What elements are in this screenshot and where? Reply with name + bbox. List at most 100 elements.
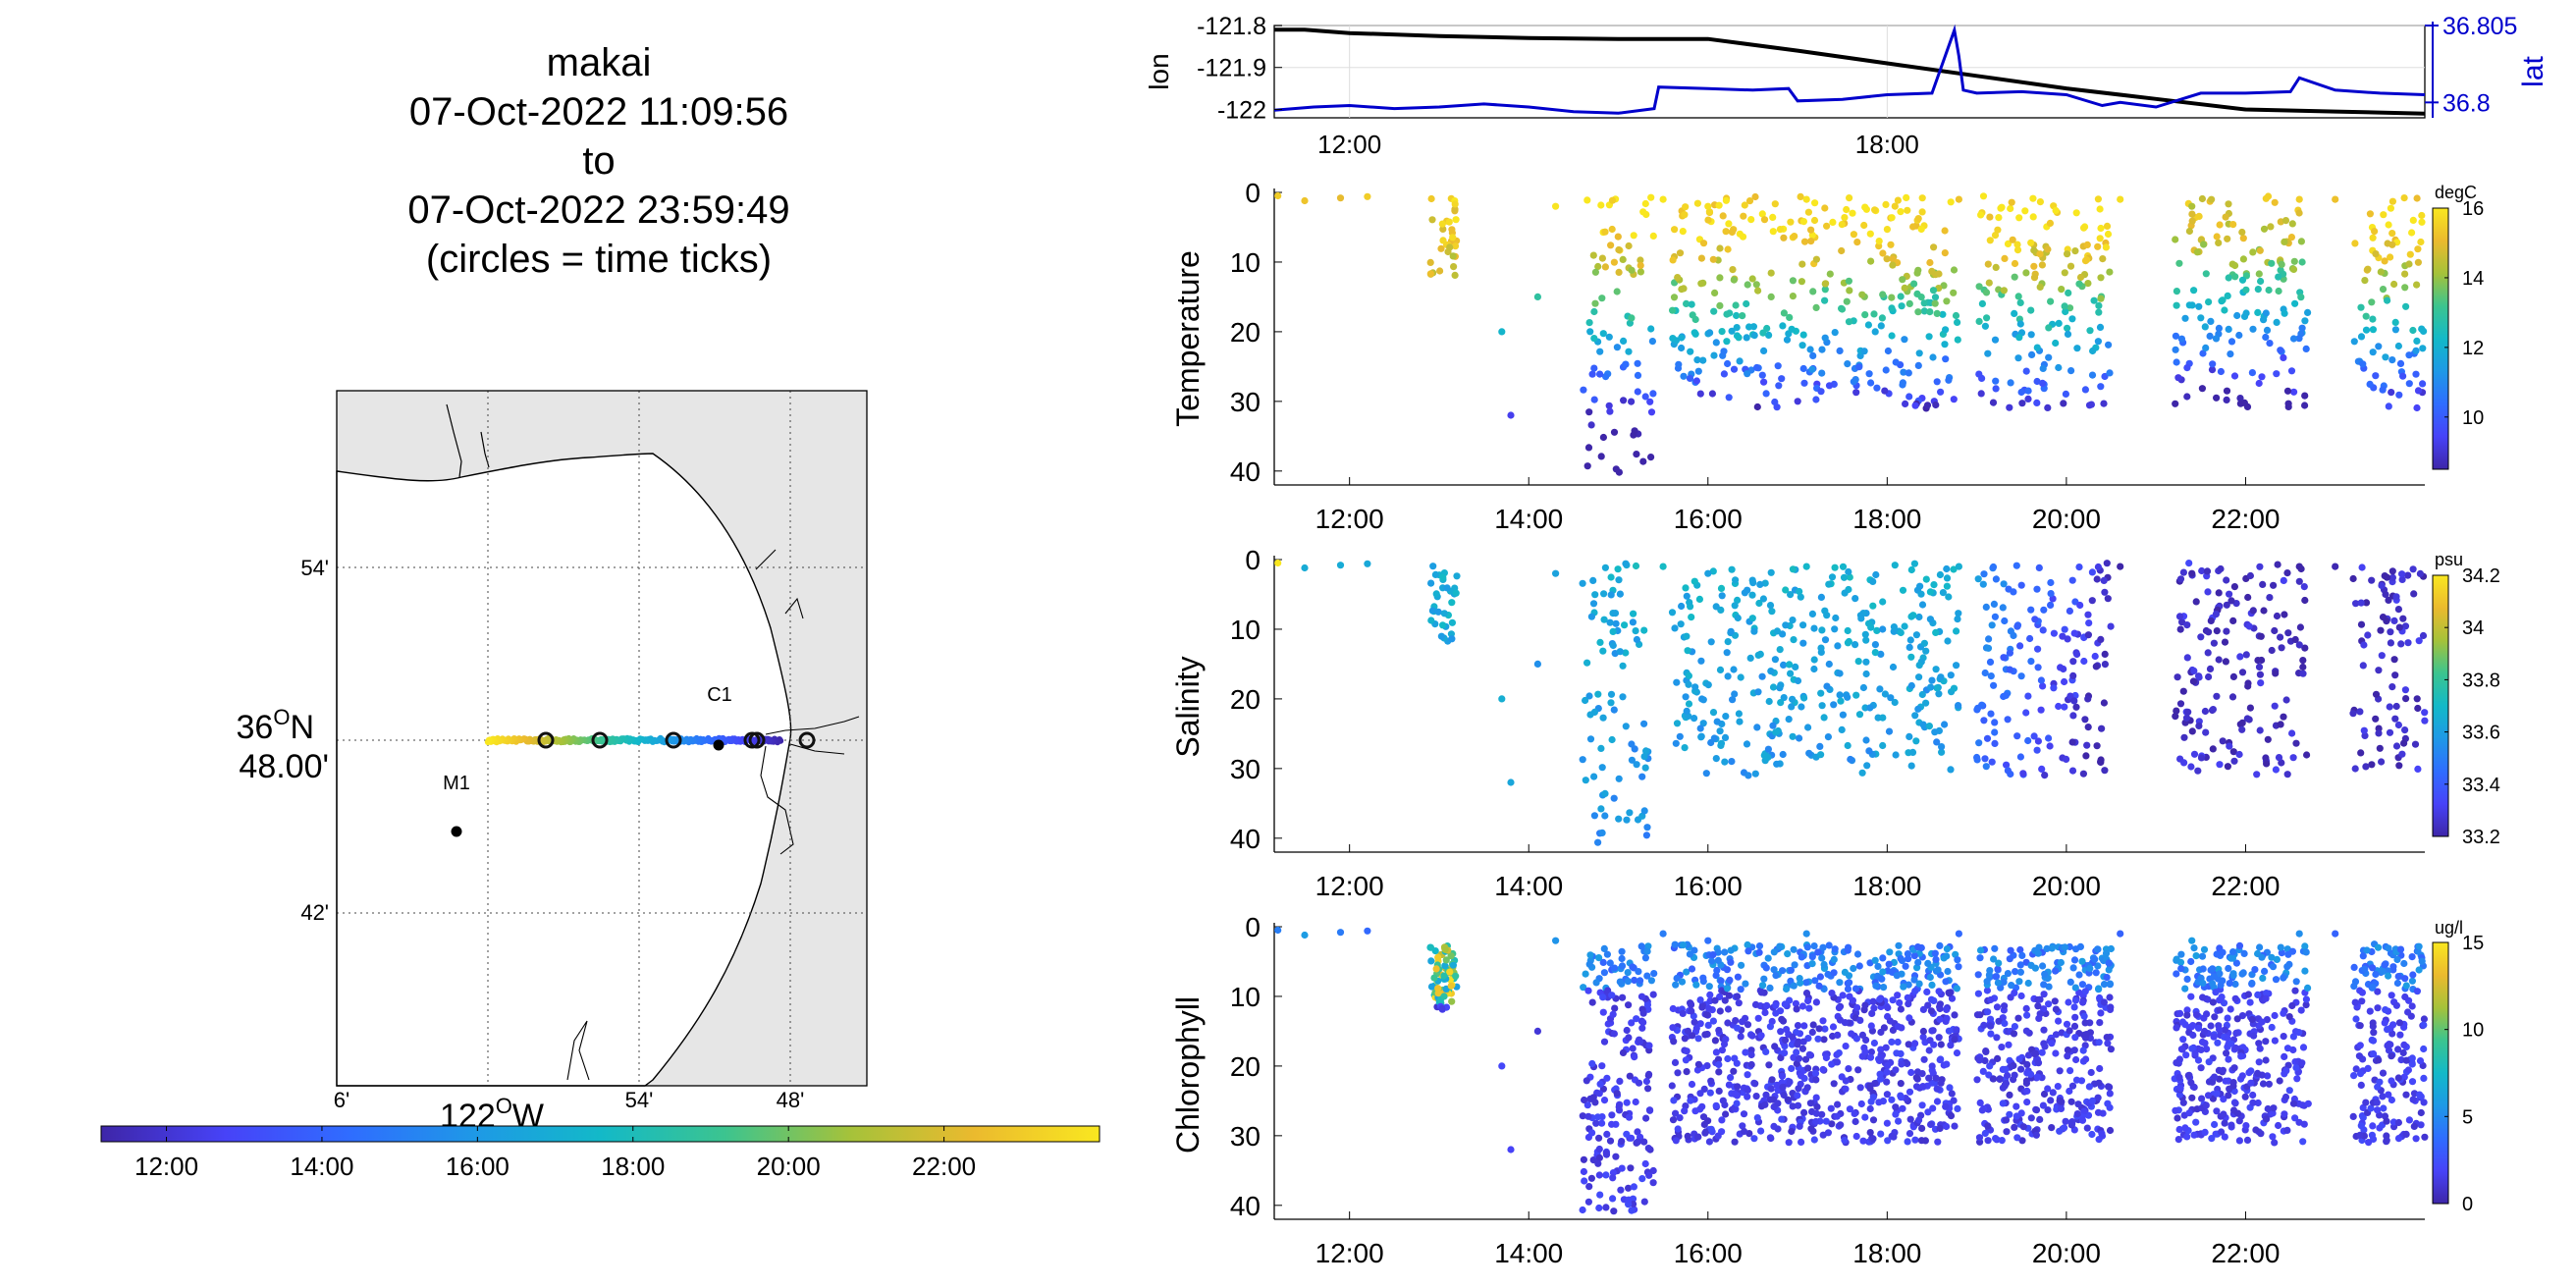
x-tick-chlorophyll: 18:00: [1852, 1238, 1921, 1268]
salinity-cbar-tick: 33.6: [2462, 723, 2500, 744]
title-note: (circles = time ticks): [425, 238, 773, 281]
x-tick-temperature: 16:00: [1674, 504, 1743, 534]
chlorophyll-cbar-tick: 15: [2462, 933, 2484, 954]
salinity-points: [1274, 559, 2429, 846]
x-tick-temperature: 12:00: [1315, 504, 1384, 534]
station-label-m1: M1: [443, 773, 470, 794]
x-tick-temperature: 14:00: [1494, 504, 1563, 534]
position-y-tick-left: -121.8: [1197, 13, 1266, 40]
y-tick-chlorophyll: 40: [1230, 1191, 1261, 1221]
time-cbar-tick: 18:00: [601, 1152, 665, 1181]
x-tick-salinity: 16:00: [1674, 871, 1743, 901]
temperature-colorbar: [2432, 207, 2449, 470]
temperature-chart: Temperature degC 0 10 20 30 40 12:00 14:00 16:0…: [1170, 178, 2484, 534]
y-tick-salinity: 40: [1230, 824, 1261, 854]
temperature-cbar-tick: 16: [2462, 198, 2484, 220]
x-tick-temperature: 20:00: [2032, 504, 2101, 534]
salinity-cbar-tick: 33.4: [2462, 775, 2500, 796]
x-tick-salinity: 14:00: [1494, 871, 1563, 901]
x-tick-chlorophyll: 22:00: [2211, 1238, 2280, 1268]
title-to: to: [582, 139, 616, 183]
chlorophyll-points: [1274, 926, 2429, 1215]
temperature-points: [1274, 191, 2428, 476]
x-tick-salinity: 22:00: [2211, 871, 2280, 901]
y-tick-temperature: 10: [1230, 247, 1261, 278]
position-ticks: 12:00 18:00 -121.8 -121.9 -122 36.805 36.8: [1197, 13, 2517, 159]
salinity-cbar-tick: 33.2: [2462, 827, 2500, 848]
time-cbar-tick: 16:00: [446, 1152, 510, 1181]
y-tick-chlorophyll: 0: [1245, 912, 1261, 942]
position-line-lat: [1273, 24, 2426, 115]
time-colorbar: 12:00 14:00 16:00 18:00 20:00 22:00: [100, 1125, 1100, 1181]
x-tick-chlorophyll: 16:00: [1674, 1238, 1743, 1268]
map-lat-tick-36: 36ON: [236, 705, 314, 746]
salinity-cbar-tick: 34: [2462, 617, 2484, 639]
map-lon-tick-54: 54': [625, 1088, 654, 1112]
map-frame: [336, 390, 868, 1087]
y-tick-chlorophyll: 30: [1230, 1121, 1261, 1152]
map-lon-tick-6: 6': [334, 1088, 349, 1112]
salinity-cbar-tick: 34.2: [2462, 565, 2500, 587]
station-marker-m1: [451, 826, 462, 837]
chlorophyll-chart: Chlorophyll ug/l 0 10 20 30 40 12:00 14:00 16:0…: [1170, 912, 2484, 1268]
chart-panel: 12:00 18:00 -121.8 -121.9 -122 36.805 36.8 lon…: [1144, 13, 2549, 1268]
salinity-cbar-tick: 33.8: [2462, 670, 2500, 691]
position-y-tick-right: 36.8: [2442, 89, 2491, 117]
position-lines: [1273, 24, 2426, 116]
time-cbar-tick: 14:00: [290, 1152, 353, 1181]
chlorophyll-cbar-tick: 10: [2462, 1020, 2484, 1042]
time-cbar-tick: 20:00: [757, 1152, 821, 1181]
position-grid: [1274, 25, 2425, 118]
position-y-tick-left: -121.9: [1197, 55, 1266, 82]
title-platform: makai: [546, 41, 652, 84]
position-chart: 12:00 18:00 -121.8 -121.9 -122 36.805 36.8 lon…: [1144, 13, 2549, 159]
temperature-cbar-tick: 12: [2462, 338, 2484, 359]
map-coast-detail: [566, 549, 860, 1081]
y-tick-salinity: 30: [1230, 754, 1261, 784]
x-tick-salinity: 18:00: [1852, 871, 1921, 901]
time-cbar-tick: 22:00: [912, 1152, 976, 1181]
salinity-cbar-units: psu: [2435, 550, 2463, 569]
y-tick-temperature: 0: [1245, 178, 1261, 208]
temperature-cbar-units: degC: [2435, 183, 2477, 202]
map-lon-tick-48: 48': [777, 1088, 805, 1112]
x-tick-salinity: 20:00: [2032, 871, 2101, 901]
salinity-ylabel: Salinity: [1170, 656, 1206, 757]
position-ylabel-right: lat: [2517, 55, 2549, 86]
y-tick-salinity: 10: [1230, 615, 1261, 645]
station-marker-c1: [713, 739, 724, 751]
position-x-tick: 18:00: [1855, 130, 1919, 159]
temperature-cbar-tick: 10: [2462, 407, 2484, 429]
position-ylabel-left: lon: [1144, 53, 1174, 89]
x-tick-chlorophyll: 20:00: [2032, 1238, 2101, 1268]
map-stations: C1 M1: [443, 684, 732, 837]
title-start-time: 07-Oct-2022 11:09:56: [408, 90, 789, 134]
temperature-ylabel: Temperature: [1170, 250, 1206, 427]
chlorophyll-cbar-tick: 0: [2462, 1194, 2473, 1215]
chlorophyll-colorbar: [2432, 941, 2449, 1205]
x-tick-chlorophyll: 14:00: [1494, 1238, 1563, 1268]
position-x-tick: 12:00: [1317, 130, 1381, 159]
map-lat-tick-48: 48.00': [239, 748, 329, 785]
y-tick-temperature: 30: [1230, 387, 1261, 417]
chlorophyll-cbar-tick: 5: [2462, 1106, 2473, 1128]
map-ocean: [336, 453, 792, 1087]
chlorophyll-cbar-units: ug/l: [2435, 918, 2463, 938]
time-cbar-tick: 12:00: [134, 1152, 198, 1181]
y-tick-chlorophyll: 20: [1230, 1051, 1261, 1082]
x-tick-salinity: 12:00: [1315, 871, 1384, 901]
temperature-cbar-tick: 14: [2462, 268, 2484, 290]
x-tick-temperature: 18:00: [1852, 504, 1921, 534]
position-y-tick-left: -122: [1217, 96, 1266, 124]
map-river-north: [446, 403, 462, 478]
y-tick-temperature: 20: [1230, 317, 1261, 348]
position-line-lon: [1274, 27, 2426, 116]
map-lat-tick-42: 42': [300, 900, 329, 925]
salinity-colorbar: [2432, 574, 2449, 837]
chlorophyll-ylabel: Chlorophyll: [1170, 996, 1206, 1154]
station-label-c1: C1: [707, 684, 732, 706]
x-tick-temperature: 22:00: [2211, 504, 2280, 534]
position-y-tick-right: 36.805: [2442, 13, 2517, 40]
y-tick-chlorophyll: 10: [1230, 982, 1261, 1012]
